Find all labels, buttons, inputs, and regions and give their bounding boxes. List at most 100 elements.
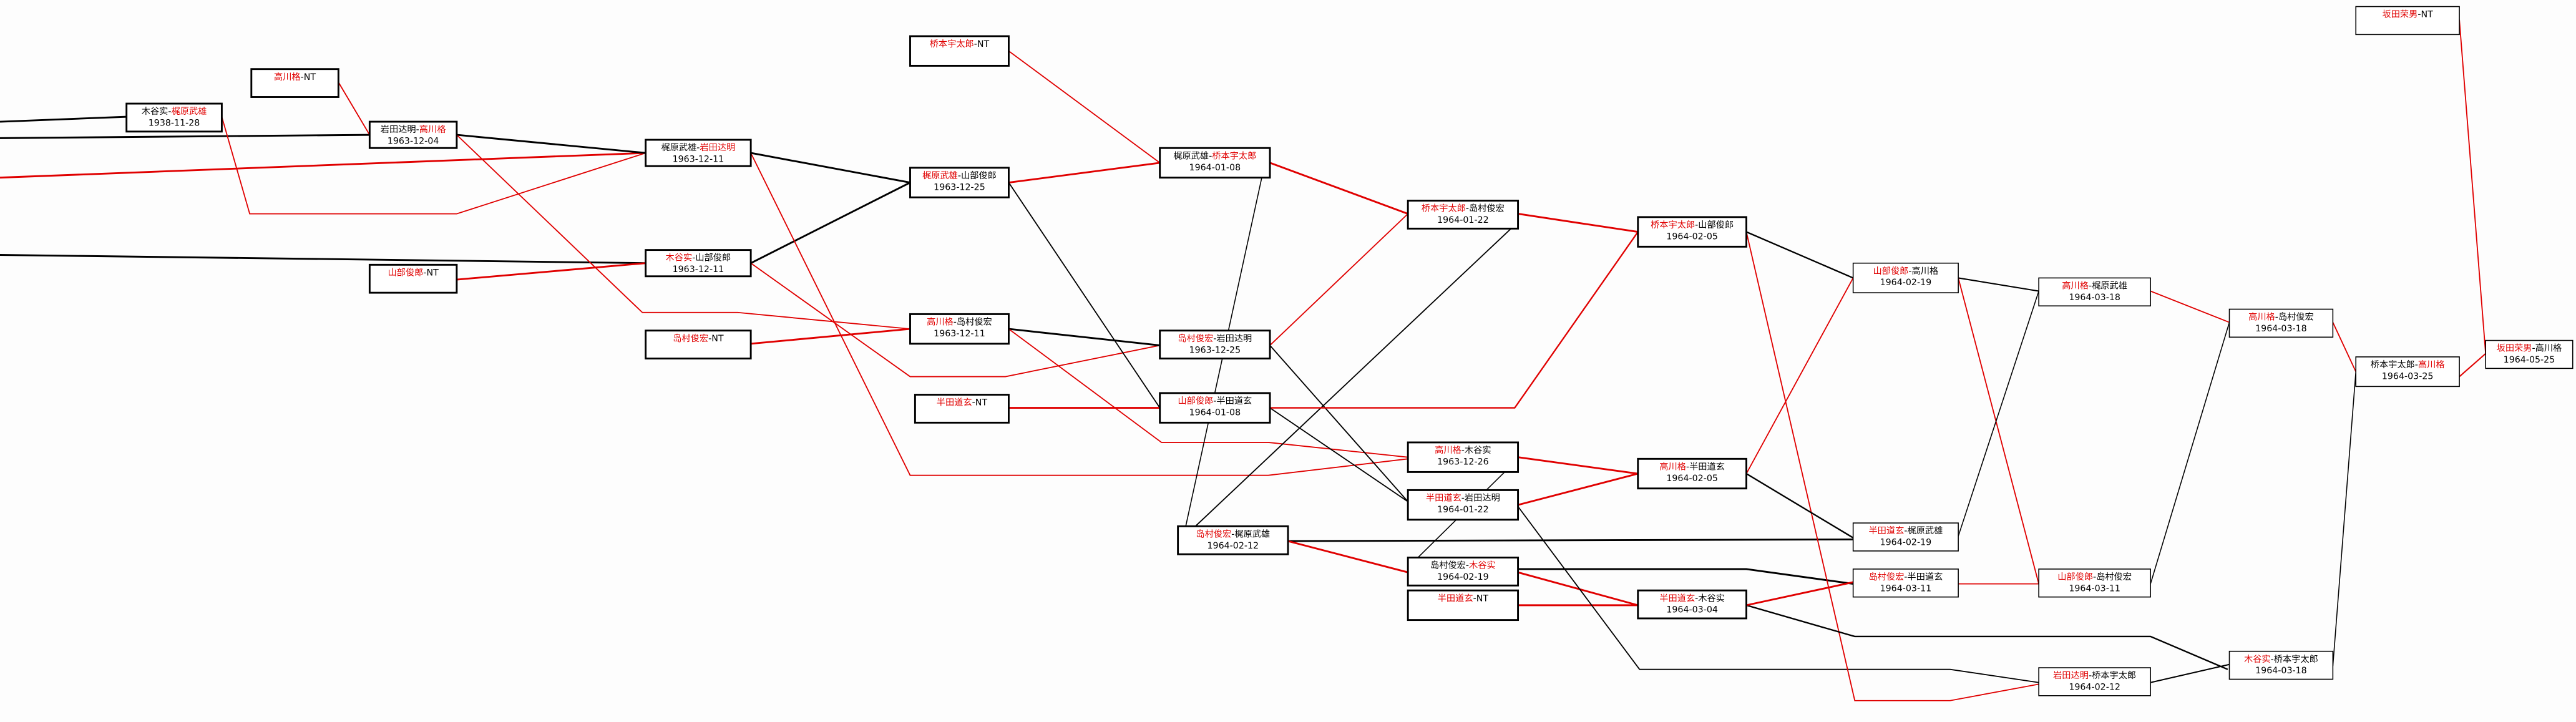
match-box	[1407, 556, 1520, 587]
separator: -	[1466, 204, 1469, 214]
match-date: 1964-02-19	[1880, 538, 1932, 548]
winner-connector-line	[221, 116, 646, 215]
player-right: 岛村俊宏	[2278, 312, 2314, 323]
match-box	[2485, 339, 2574, 369]
match-players: 岛村俊宏-NT	[673, 333, 724, 344]
match-date: 1963-12-26	[1437, 457, 1489, 467]
match-box	[909, 35, 1010, 67]
match-players: 梶原武雄-山部俊郎	[922, 170, 997, 181]
match-date: 1964-03-04	[1666, 605, 1718, 615]
loser-connector-line	[1269, 407, 1408, 502]
match-node: 高川格-半田道玄 1964-02-05	[1637, 457, 1747, 490]
separator: -	[2417, 10, 2421, 20]
player-right: 高川格	[2535, 343, 2562, 354]
match-node: 岛村俊宏-NT	[645, 329, 752, 359]
match-players: 坂田荣男-NT	[2382, 9, 2433, 20]
match-players: 桥本宇太郎-岛村俊宏	[1422, 203, 1505, 214]
match-date: 1964-01-08	[1189, 407, 1241, 417]
player-right: 岩田达明	[1465, 493, 1500, 504]
player-left: 岛村俊宏	[1868, 572, 1904, 582]
loser-connector-line	[1287, 539, 1853, 542]
player-left: 高川格	[927, 317, 954, 328]
player-right: 半田道玄	[1689, 461, 1725, 472]
separator: -	[2089, 671, 2092, 681]
player-right: 木谷实	[1698, 593, 1725, 603]
loser-connector-line	[1746, 231, 1854, 279]
separator: -	[1209, 151, 1212, 161]
winner-connector-line	[1518, 571, 1639, 607]
match-node: 半田道玄-NT	[914, 394, 1010, 424]
player-right: NT	[1476, 593, 1489, 603]
match-date: 1964-01-08	[1189, 163, 1241, 173]
match-players: 高川格-半田道玄	[1659, 461, 1725, 472]
separator: -	[1904, 526, 1907, 536]
match-node: 高川格-梶原武雄 1964-03-18	[2038, 277, 2151, 307]
winner-connector-line	[456, 134, 910, 330]
match-box	[2038, 568, 2151, 598]
match-players: 半田道玄-NT	[1438, 593, 1489, 603]
separator: -	[2093, 572, 2096, 582]
match-box	[1637, 216, 1747, 248]
player-left: 木谷实	[2244, 654, 2271, 665]
player-left: 木谷实	[142, 106, 168, 117]
match-node: 梶原武雄-桥本宇太郎 1964-01-08	[1159, 147, 1271, 179]
match-box	[645, 139, 752, 167]
separator: -	[1686, 462, 1689, 472]
match-players: 高川格-岛村俊宏	[2248, 312, 2314, 323]
player-right: 岛村俊宏	[2096, 572, 2132, 582]
player-left: 岛村俊宏	[673, 333, 708, 344]
match-date: 1964-03-18	[2255, 666, 2307, 676]
match-players: 岛村俊宏-岩田达明	[1178, 333, 1252, 344]
match-date: 1963-12-11	[673, 265, 724, 275]
player-right: 山部俊郎	[1698, 220, 1734, 230]
match-box	[250, 68, 339, 98]
loser-connector-line	[0, 134, 370, 139]
player-left: 岩田达明	[2053, 670, 2089, 681]
loser-connector-line	[1517, 506, 2039, 683]
loser-connector-line	[1746, 604, 2228, 670]
separator: -	[1466, 561, 1469, 571]
player-right: 高川格	[2418, 359, 2445, 370]
match-box	[1637, 457, 1747, 490]
match-node: 山部俊郎-高川格 1964-02-19	[1852, 262, 1959, 293]
separator: -	[954, 318, 957, 328]
winner-connector-line	[750, 262, 1160, 378]
winner-connector-line	[1008, 50, 1161, 163]
separator: -	[2271, 655, 2274, 665]
winner-connector-line	[1518, 472, 1639, 506]
match-date: 1964-01-22	[1437, 505, 1489, 515]
separator: -	[1213, 396, 1216, 406]
loser-connector-line	[0, 115, 127, 123]
match-box	[1159, 147, 1271, 179]
player-right: 梶原武雄	[1234, 529, 1270, 539]
player-left: 梶原武雄	[1173, 150, 1209, 161]
separator: -	[1461, 446, 1465, 456]
match-box	[1407, 200, 1520, 230]
separator: -	[2275, 313, 2278, 323]
match-box	[909, 167, 1010, 198]
winner-connector-line	[1269, 162, 1408, 215]
match-players: 山部俊郎-岛村俊宏	[2057, 572, 2132, 582]
separator: -	[2532, 344, 2535, 354]
player-left: 岩田达明	[381, 124, 416, 135]
match-nodes: 木谷实-梶原武雄1938-11-28高川格-NT岩田达明-高川格1963-12-…	[125, 6, 2574, 696]
player-left: 山部俊郎	[1178, 396, 1213, 406]
player-right: NT	[975, 398, 988, 408]
player-left: 桥本宇太郎	[1422, 203, 1466, 214]
player-right: 半田道玄	[1216, 396, 1252, 406]
winner-connector-line	[0, 152, 646, 179]
match-date: 1964-02-19	[1437, 572, 1489, 582]
match-date: 1964-03-11	[1880, 583, 1932, 593]
match-players: 岛村俊宏-梶原武雄	[1196, 529, 1270, 539]
player-left: 梶原武雄	[661, 142, 696, 153]
match-players: 高川格-岛村俊宏	[927, 317, 992, 328]
match-box	[125, 102, 223, 133]
match-players: 木谷实-山部俊郎	[666, 253, 731, 263]
winner-connector-line	[1745, 277, 1854, 474]
player-right: 山部俊郎	[961, 170, 997, 181]
